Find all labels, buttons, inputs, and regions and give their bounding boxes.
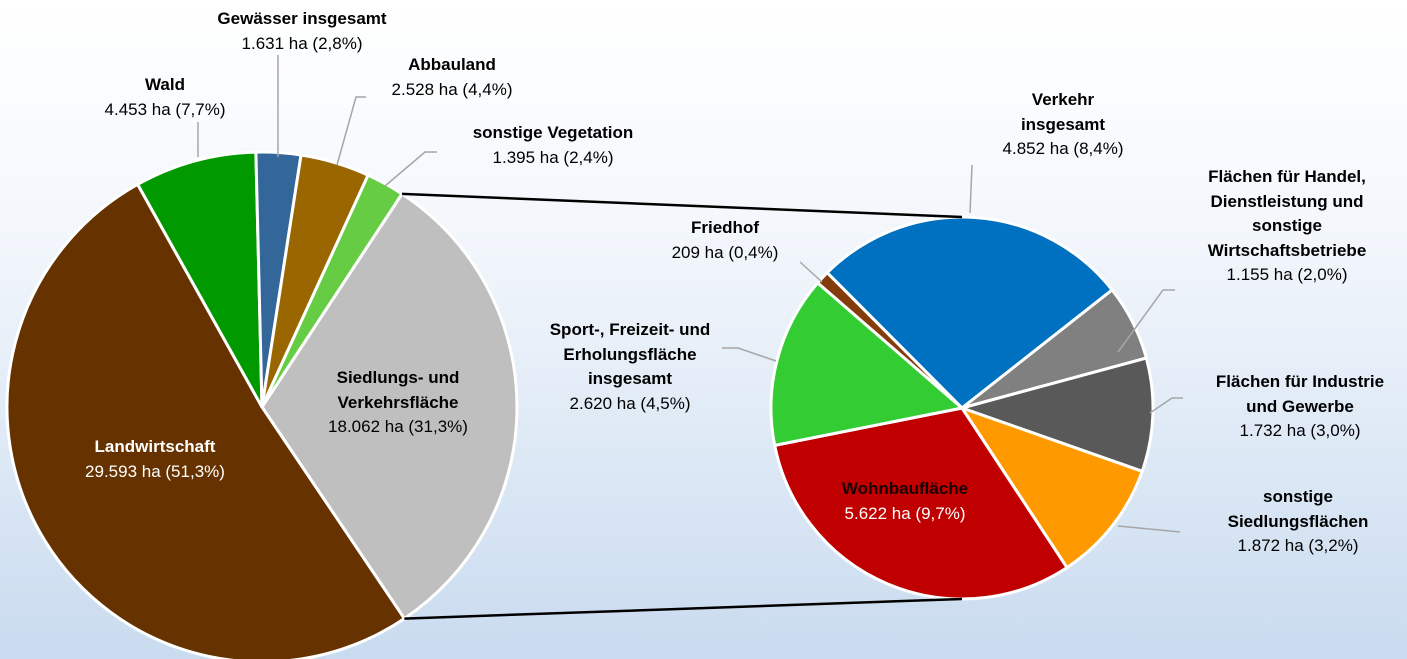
data-label: Gewässer insgesamt 1.631 ha (2,8%) xyxy=(152,7,452,56)
value-label: 1.631 ha (2,8%) xyxy=(241,33,363,53)
connector-line xyxy=(401,192,963,219)
data-label: Flächen für Handel, Dienstleistung und s… xyxy=(1137,165,1407,288)
leader-line xyxy=(969,164,973,214)
pie-slice xyxy=(769,281,964,447)
value-label: 4.852 ha (8,4%) xyxy=(1002,139,1124,158)
category-label: Sport-, Freizeit- und Erholungsfläche in… xyxy=(549,320,711,388)
category-label: sonstige Vegetation xyxy=(472,123,634,142)
leader-line xyxy=(722,347,777,362)
value-label: 1.155 ha (2,0%) xyxy=(1226,265,1348,284)
pie-slice xyxy=(960,356,1155,473)
category-label: Abbauland xyxy=(408,55,496,74)
data-label: Flächen für Industrie und Gewerbe 1.732 h… xyxy=(1150,370,1407,444)
data-label: Wohnbaufläche 5.622 ha (9,7%) xyxy=(755,477,1055,526)
category-label: sonstige Siedlungsflächen xyxy=(1227,487,1369,531)
leader-line xyxy=(336,96,366,166)
data-label: Friedhof 209 ha (0,4%) xyxy=(575,216,875,265)
value-label: 29.593 ha (51,3%) xyxy=(85,461,225,481)
pie-slice xyxy=(960,406,1144,570)
category-label: Flächen für Industrie und Gewerbe xyxy=(1215,372,1385,416)
pie-slice xyxy=(773,406,1069,601)
leader-line xyxy=(384,151,437,187)
value-label: 1.732 ha (3,0%) xyxy=(1239,421,1361,440)
data-label: sonstige Siedlungsflächen 1.872 ha (3,2%) xyxy=(1148,485,1407,559)
data-label: Verkehr insgesamt 4.852 ha (8,4%) xyxy=(913,88,1213,162)
category-label: Gewässer insgesamt xyxy=(217,9,387,28)
value-label: 2.620 ha (4,5%) xyxy=(569,393,691,413)
pie-slice xyxy=(260,173,404,409)
pie-slice xyxy=(5,182,406,659)
category-label: Wald xyxy=(145,75,185,94)
pie-slice xyxy=(260,192,519,621)
leader-line xyxy=(1149,397,1183,414)
category-label: Friedhof xyxy=(691,218,759,237)
data-label: Abbauland 2.528 ha (4,4%) xyxy=(302,53,602,102)
pie-slice xyxy=(816,271,964,410)
category-label: Siedlungs- und Verkehrsfläche xyxy=(336,368,460,412)
value-label: 1.872 ha (3,2%) xyxy=(1237,536,1359,555)
data-label: Landwirtschaft 29.593 ha (51,3%) xyxy=(5,435,305,484)
leader-line xyxy=(1117,289,1175,353)
data-label: sonstige Vegetation 1.395 ha (2,4%) xyxy=(403,121,703,170)
category-label: Verkehr insgesamt xyxy=(1020,90,1106,134)
value-label: 5.622 ha (9,7%) xyxy=(844,503,966,523)
category-label: Flächen für Handel, Dienstleistung und s… xyxy=(1207,167,1367,260)
value-label: 4.453 ha (7,7%) xyxy=(104,99,226,119)
leader-line xyxy=(1117,525,1181,533)
value-label: 1.395 ha (2,4%) xyxy=(492,147,614,167)
value-label: 209 ha (0,4%) xyxy=(671,242,779,262)
value-label: 2.528 ha (4,4%) xyxy=(391,79,513,99)
category-label: Wohnbaufläche xyxy=(841,479,969,498)
data-label: Siedlungs- und Verkehrsfläche 18.062 ha (… xyxy=(248,366,548,440)
data-label: Wald 4.453 ha (7,7%) xyxy=(15,73,315,122)
category-label: Landwirtschaft xyxy=(94,437,216,456)
pie-slice xyxy=(825,215,1114,410)
leader-line xyxy=(799,261,823,283)
value-label: 18.062 ha (31,3%) xyxy=(328,417,468,436)
connector-line xyxy=(404,597,963,620)
pie-slice xyxy=(136,150,264,409)
data-label: Sport-, Freizeit- und Erholungsfläche in… xyxy=(480,318,780,416)
